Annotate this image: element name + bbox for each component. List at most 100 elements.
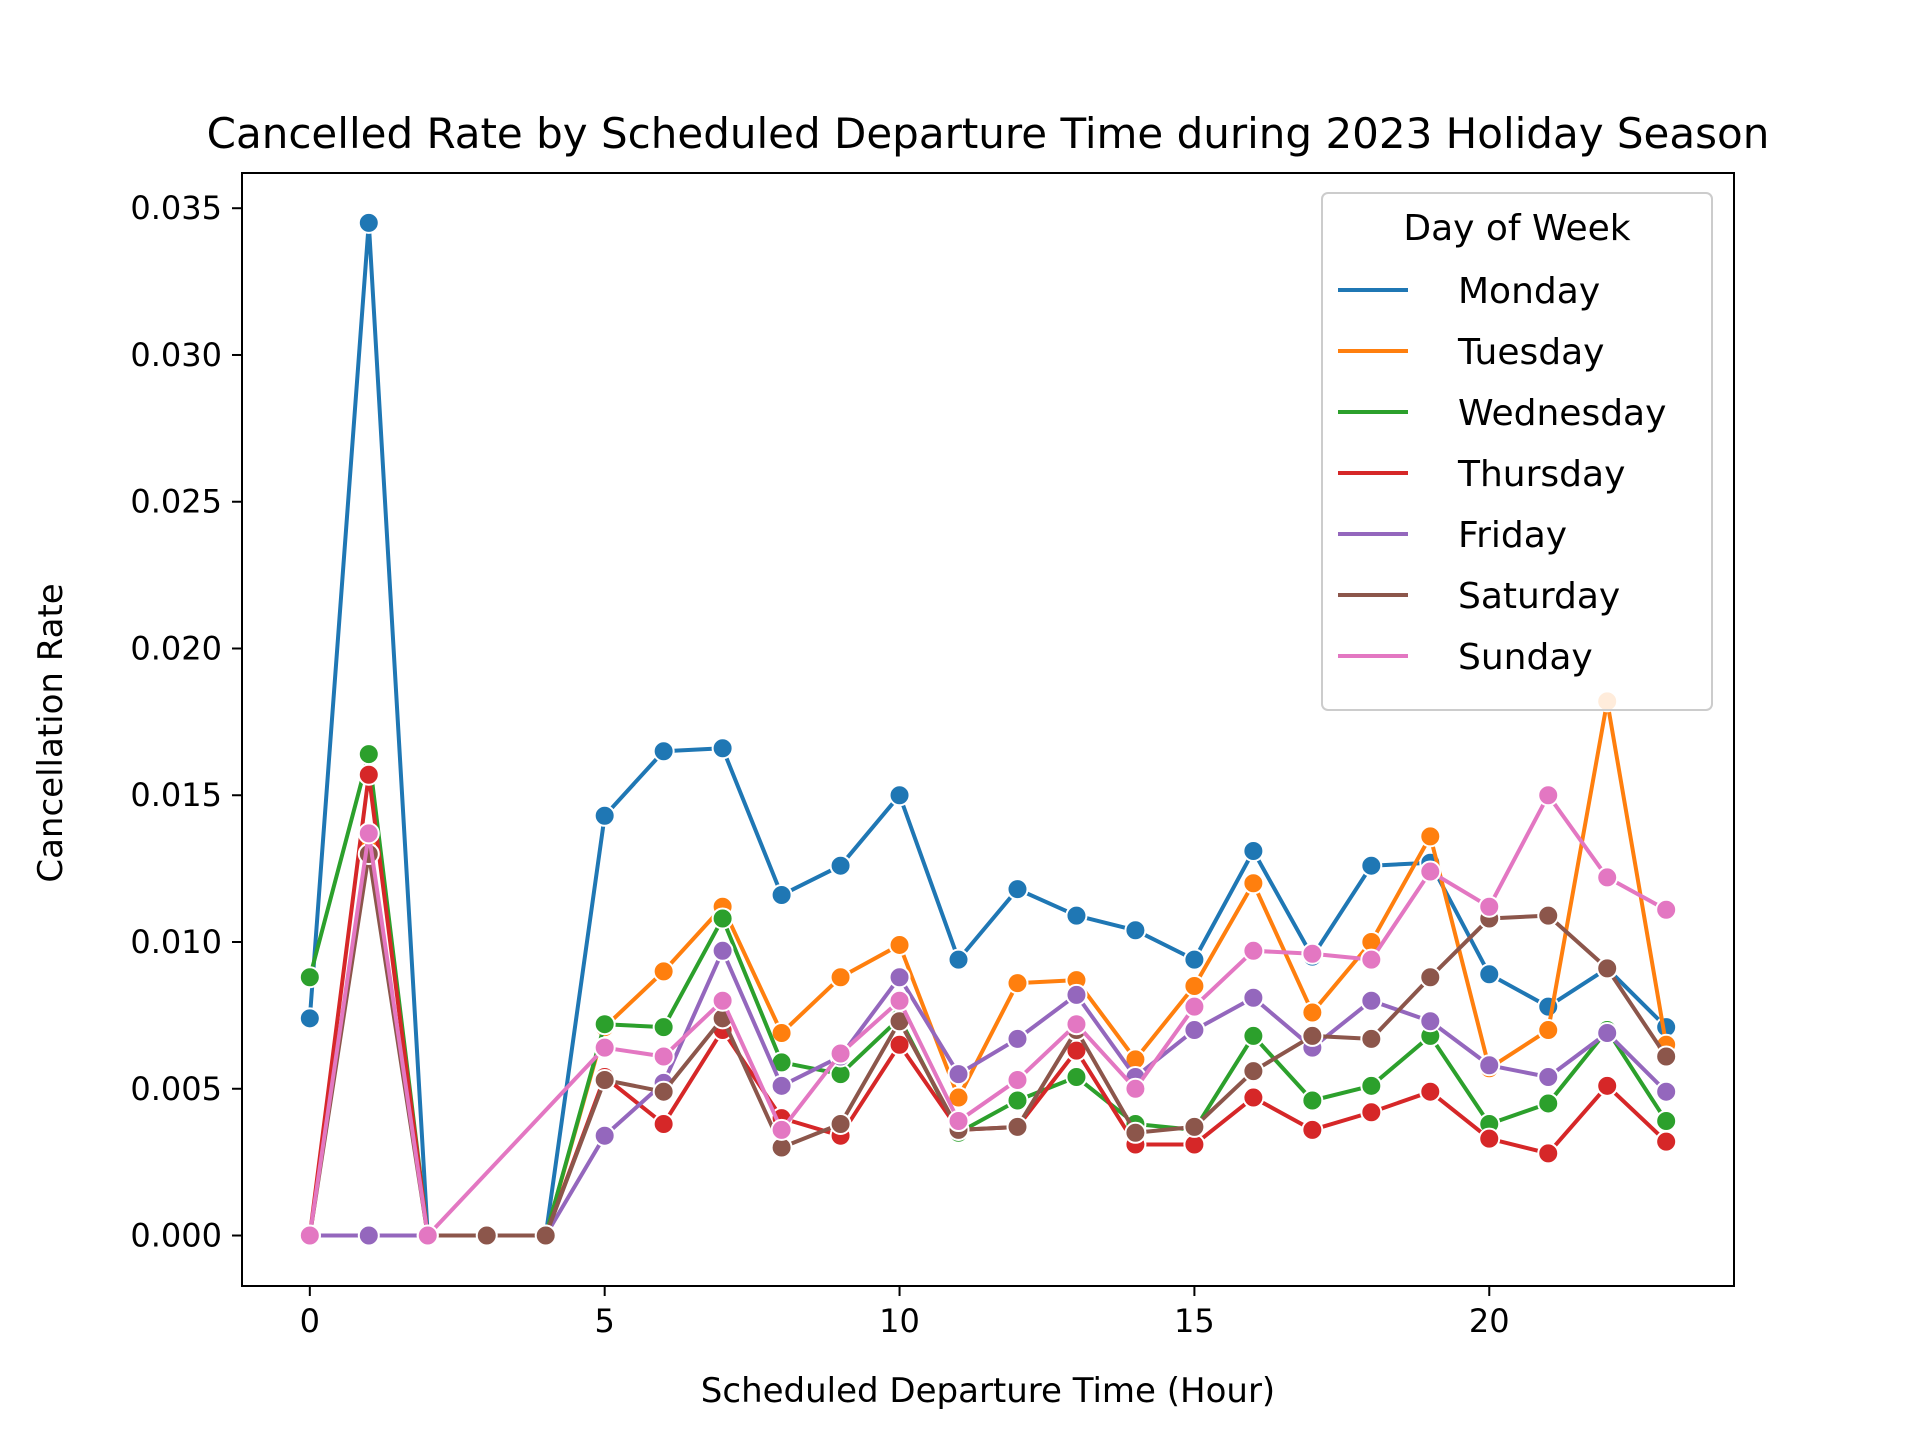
data-point bbox=[1242, 939, 1265, 962]
data-point bbox=[1537, 1066, 1560, 1089]
data-point bbox=[1655, 1110, 1678, 1133]
legend-item-thursday: Thursday bbox=[1338, 454, 1625, 495]
data-point bbox=[475, 1224, 498, 1247]
y-tick-label: 0.035 bbox=[130, 189, 222, 227]
data-point bbox=[947, 948, 970, 971]
data-point bbox=[1301, 1001, 1324, 1024]
data-point bbox=[298, 966, 321, 989]
data-point bbox=[593, 804, 616, 827]
data-point bbox=[652, 960, 675, 983]
data-point bbox=[1065, 1066, 1088, 1089]
data-point bbox=[711, 907, 734, 930]
plot-area bbox=[298, 211, 1678, 1247]
data-point bbox=[770, 1074, 793, 1097]
data-point bbox=[1419, 1080, 1442, 1103]
legend-title: Day of Week bbox=[1403, 208, 1630, 249]
data-point bbox=[711, 939, 734, 962]
data-point bbox=[652, 740, 675, 763]
data-point bbox=[1242, 1086, 1265, 1109]
legend-item-monday: Monday bbox=[1338, 271, 1600, 312]
y-tick-label: 0.000 bbox=[130, 1217, 222, 1255]
data-point bbox=[947, 1063, 970, 1086]
data-point bbox=[1596, 1074, 1619, 1097]
data-point bbox=[1419, 966, 1442, 989]
data-point bbox=[1301, 942, 1324, 965]
data-point bbox=[1478, 1127, 1501, 1150]
y-axis-label: Cancellation Rate bbox=[31, 583, 71, 882]
data-point bbox=[534, 1224, 557, 1247]
data-point bbox=[298, 1224, 321, 1247]
data-point bbox=[1419, 860, 1442, 883]
data-point bbox=[1242, 872, 1265, 895]
data-point bbox=[1596, 957, 1619, 980]
legend-label: Saturday bbox=[1458, 576, 1620, 617]
data-point bbox=[1655, 1045, 1678, 1068]
data-point bbox=[357, 1224, 380, 1247]
data-point bbox=[1065, 983, 1088, 1006]
data-point bbox=[1006, 972, 1029, 995]
data-point bbox=[1537, 904, 1560, 927]
data-point bbox=[298, 1007, 321, 1030]
legend-label: Sunday bbox=[1458, 637, 1593, 678]
data-point bbox=[770, 1118, 793, 1141]
legend-item-sunday: Sunday bbox=[1338, 637, 1593, 678]
data-point bbox=[1183, 1115, 1206, 1138]
data-point bbox=[1301, 1118, 1324, 1141]
data-point bbox=[1478, 895, 1501, 918]
data-point bbox=[1124, 1077, 1147, 1100]
legend-label: Wednesday bbox=[1458, 393, 1666, 434]
x-tick-label: 15 bbox=[1174, 1302, 1215, 1340]
legend-item-tuesday: Tuesday bbox=[1338, 332, 1604, 373]
data-point bbox=[1183, 1019, 1206, 1042]
data-point bbox=[416, 1224, 439, 1247]
legend-item-friday: Friday bbox=[1338, 515, 1567, 556]
data-point bbox=[1360, 989, 1383, 1012]
series-line-sunday bbox=[307, 793, 1669, 1238]
data-point bbox=[593, 1036, 616, 1059]
data-point bbox=[1242, 1060, 1265, 1083]
data-point bbox=[1360, 948, 1383, 971]
data-point bbox=[1596, 1021, 1619, 1044]
data-point bbox=[1065, 1013, 1088, 1036]
data-point bbox=[1655, 898, 1678, 921]
x-tick-label: 5 bbox=[595, 1302, 615, 1340]
legend-label: Friday bbox=[1458, 515, 1567, 556]
data-point bbox=[1360, 1027, 1383, 1050]
x-tick-label: 0 bbox=[300, 1302, 320, 1340]
data-point bbox=[357, 743, 380, 766]
y-tick-label: 0.025 bbox=[130, 483, 222, 521]
series-sunday bbox=[298, 784, 1678, 1247]
data-point bbox=[888, 966, 911, 989]
data-point bbox=[593, 1068, 616, 1091]
legend-box bbox=[1321, 192, 1713, 711]
data-point bbox=[1655, 1080, 1678, 1103]
data-point bbox=[1124, 1121, 1147, 1144]
legend-label: Thursday bbox=[1457, 454, 1625, 495]
data-point bbox=[1655, 1130, 1678, 1153]
data-point bbox=[1242, 986, 1265, 1009]
data-point bbox=[888, 989, 911, 1012]
data-point bbox=[1183, 975, 1206, 998]
data-point bbox=[1596, 866, 1619, 889]
data-point bbox=[1124, 919, 1147, 942]
legend: Day of Week Monday Tuesday Wednesday Thursda… bbox=[1321, 192, 1713, 711]
axes: 0 5 10 15 20 0.000 0.005 0.010 0.015 0.020 0.025 0.… bbox=[130, 172, 1735, 1340]
data-point bbox=[947, 1110, 970, 1133]
data-point bbox=[1301, 1089, 1324, 1112]
data-point bbox=[1360, 854, 1383, 877]
data-point bbox=[1537, 784, 1560, 807]
data-point bbox=[1065, 904, 1088, 927]
data-point bbox=[829, 1042, 852, 1065]
y-tick-label: 0.005 bbox=[130, 1070, 222, 1108]
data-point bbox=[770, 884, 793, 907]
data-point bbox=[652, 1045, 675, 1068]
y-tick-label: 0.020 bbox=[130, 629, 222, 667]
data-point bbox=[829, 1112, 852, 1135]
data-point bbox=[1537, 1019, 1560, 1042]
data-point bbox=[1242, 840, 1265, 863]
legend-item-saturday: Saturday bbox=[1338, 576, 1620, 617]
data-point bbox=[888, 1033, 911, 1056]
legend-label: Tuesday bbox=[1457, 332, 1604, 373]
data-point bbox=[1301, 1024, 1324, 1047]
data-point bbox=[1006, 1027, 1029, 1050]
